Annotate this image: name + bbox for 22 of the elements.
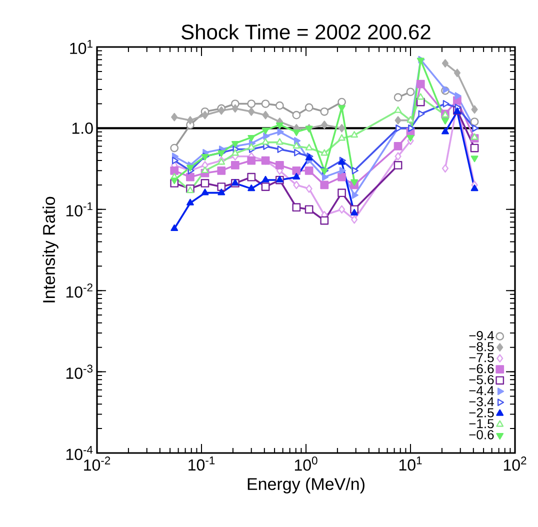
- x-tick-label: 10$^{-1}$: [188, 456, 215, 471]
- chart-title: Shock Time = 2002 200.62: [182, 24, 430, 40]
- x-tick-label: 10$^{1}$: [399, 456, 422, 471]
- legend-label: −2.5: [469, 408, 494, 418]
- legend-label: −8.5: [469, 342, 494, 352]
- x-tick-label: 10$^{0}$: [294, 456, 318, 471]
- legend-label: −0.6: [469, 430, 494, 440]
- y-tick-label: 1.0: [72, 122, 93, 134]
- legend-label: −7.5: [469, 353, 494, 362]
- legend-label: −6.6: [469, 364, 494, 374]
- legend-label: −4.4: [469, 386, 494, 396]
- x-tick-label: 10$^{2}$: [504, 456, 526, 471]
- y-tick-label: 10$^{-2}$: [66, 283, 92, 298]
- y-axis-title: Intensity Ratio: [42, 196, 58, 302]
- y-tick-label: 10$^{-1}$: [66, 202, 92, 216]
- y-tick-label: 10$^{1}$: [70, 40, 92, 54]
- legend-label: −5.6: [469, 375, 494, 384]
- legend-label: −9.4: [469, 331, 494, 340]
- y-tick-label: 10$^{-3}$: [66, 364, 92, 379]
- legend-label: −3.4: [469, 397, 494, 406]
- legend-label: −1.5: [469, 419, 494, 428]
- x-axis-title: Energy (MeV/n): [248, 478, 364, 494]
